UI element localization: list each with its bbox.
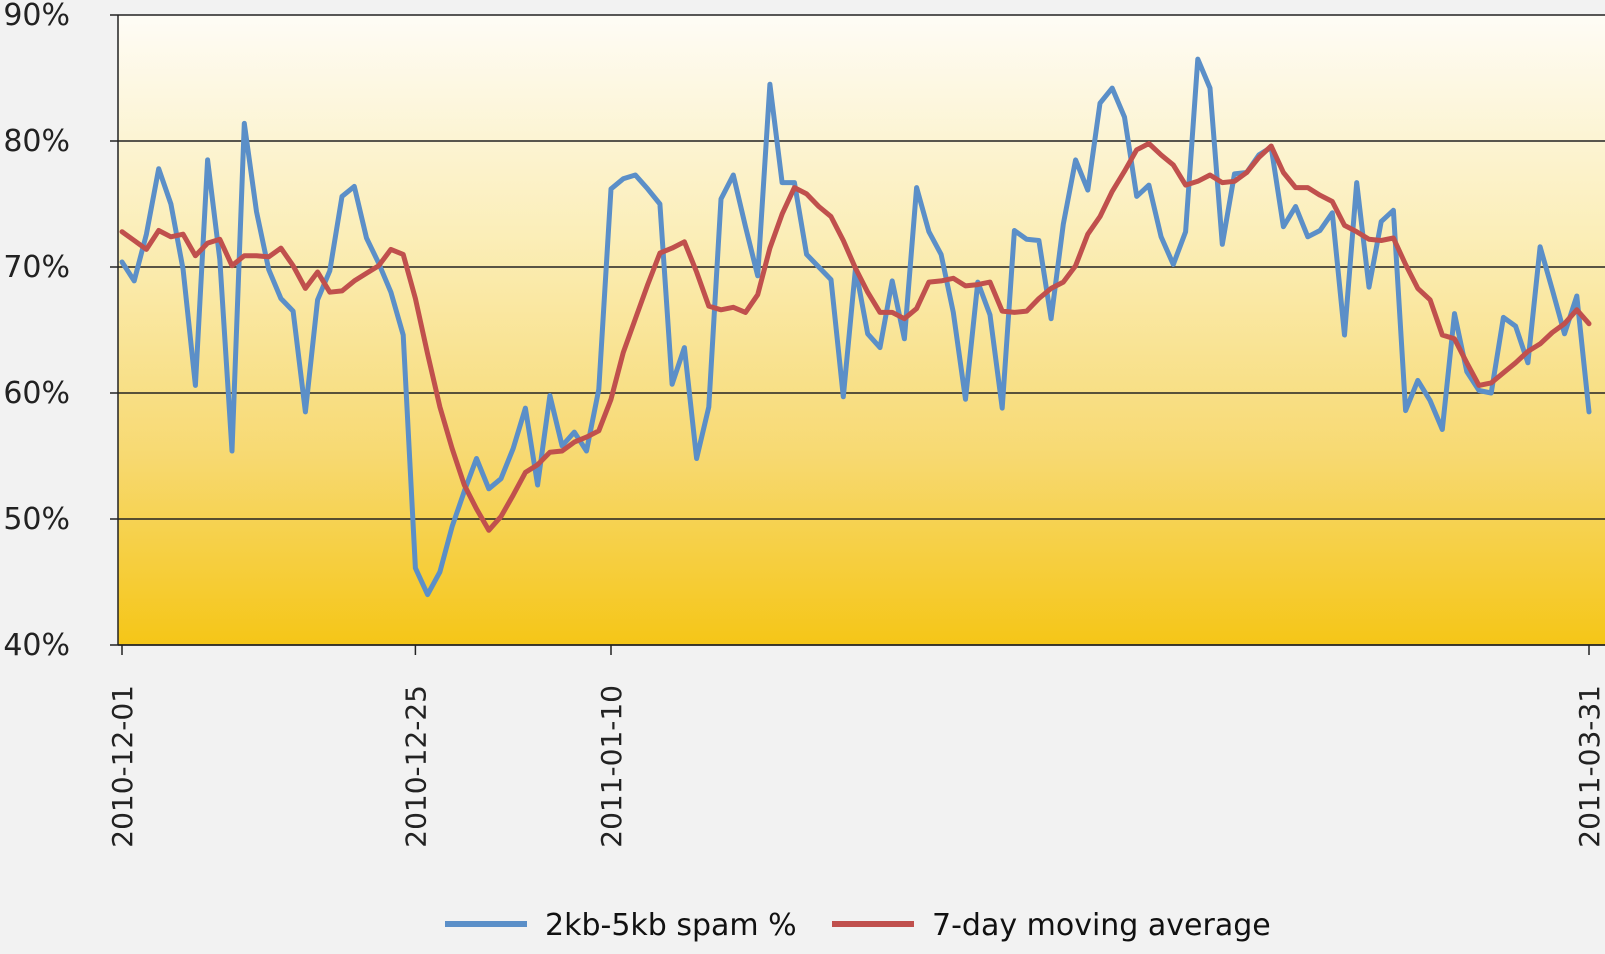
- plot-area: [118, 15, 1605, 645]
- x-tick-label: 2010-12-25: [399, 685, 432, 848]
- y-tick-label: 40%: [3, 628, 70, 663]
- y-tick-label: 90%: [3, 0, 70, 33]
- y-tick-label: 80%: [3, 124, 70, 159]
- legend-label-1: 2kb-5kb spam %: [545, 908, 797, 943]
- legend-label-2: 7-day moving average: [932, 908, 1271, 943]
- y-tick-label: 50%: [3, 502, 70, 537]
- x-tick-label: 2010-12-01: [106, 685, 139, 848]
- y-tick-label: 60%: [3, 376, 70, 411]
- x-tick-label: 2011-03-31: [1573, 685, 1605, 848]
- x-axis-tick-labels: 2010-12-01 2010-12-25 2011-01-10 2011-03-31: [106, 645, 1605, 848]
- x-tick-label: 2011-01-10: [595, 685, 628, 848]
- legend: 2kb-5kb spam % 7-day moving average: [445, 908, 1271, 943]
- y-axis-tick-labels: 40% 50% 60% 70% 80% 90%: [3, 0, 70, 663]
- series-line-2: [119, 141, 1592, 533]
- series-lines: [119, 56, 1592, 598]
- y-tick-label: 70%: [3, 250, 70, 285]
- axes: [117, 15, 1605, 646]
